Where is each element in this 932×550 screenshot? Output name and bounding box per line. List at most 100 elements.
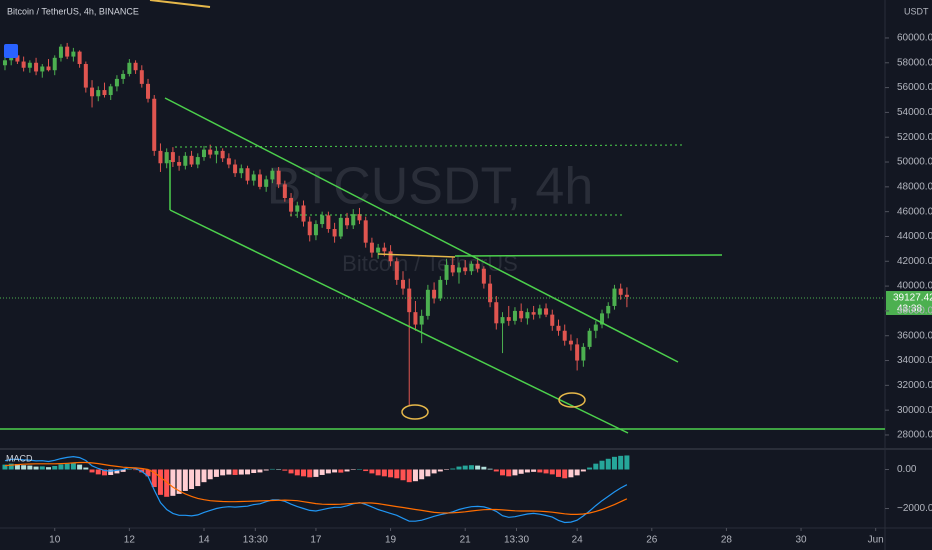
candle-body bbox=[512, 310, 517, 321]
x-tick-label: 26 bbox=[646, 535, 658, 546]
candle-body bbox=[226, 158, 231, 165]
histogram-bar bbox=[437, 469, 443, 472]
x-tick-label: 19 bbox=[385, 535, 397, 546]
x-tick-label: 13:30 bbox=[504, 535, 529, 546]
y-tick-label: 54000.00 bbox=[897, 107, 932, 118]
candle-body bbox=[127, 62, 132, 74]
histogram-bar bbox=[263, 469, 269, 471]
candle-body bbox=[114, 78, 119, 87]
candle-body bbox=[544, 308, 549, 315]
histogram-bar bbox=[151, 469, 157, 488]
candle-body bbox=[525, 312, 530, 319]
histogram-bar bbox=[307, 469, 313, 478]
candle-body bbox=[338, 217, 343, 237]
histogram-bar bbox=[611, 456, 617, 470]
histogram-bar bbox=[114, 469, 120, 474]
price-label-box bbox=[886, 291, 932, 315]
histogram-bar bbox=[419, 469, 425, 480]
candle-body bbox=[295, 205, 300, 212]
candle-body bbox=[624, 294, 629, 297]
histogram-bar bbox=[375, 469, 381, 476]
y-tick-label: 58000.00 bbox=[897, 57, 932, 68]
histogram-bar bbox=[562, 469, 568, 479]
candle-body bbox=[432, 289, 437, 299]
candle-body bbox=[83, 64, 88, 88]
candle-body bbox=[183, 155, 188, 166]
histogram-bar bbox=[605, 458, 611, 470]
candle-body bbox=[394, 261, 399, 280]
candle-body bbox=[488, 283, 493, 303]
x-tick-label: 10 bbox=[49, 535, 61, 546]
histogram-bar bbox=[412, 469, 418, 482]
histogram-bar bbox=[338, 469, 344, 473]
candle-body bbox=[475, 263, 480, 269]
candle-body bbox=[593, 324, 598, 331]
candle-body bbox=[494, 302, 499, 324]
histogram-bar bbox=[101, 469, 107, 476]
histogram-bar bbox=[599, 460, 605, 470]
histogram-bar bbox=[70, 463, 76, 470]
histogram-bar bbox=[506, 469, 512, 477]
histogram-bar bbox=[487, 468, 493, 470]
candle-body bbox=[444, 265, 449, 280]
marks bbox=[2, 42, 630, 524]
candle-body bbox=[450, 265, 455, 273]
histogram-bar bbox=[394, 469, 400, 479]
candle-body bbox=[46, 66, 51, 71]
candle-body bbox=[556, 325, 561, 331]
candle-body bbox=[332, 229, 337, 237]
histogram-bar bbox=[189, 469, 195, 489]
candle-body bbox=[345, 217, 350, 226]
candle-body bbox=[158, 150, 163, 164]
histogram-bar bbox=[543, 469, 549, 474]
candle-body bbox=[102, 90, 107, 96]
histogram-bar bbox=[39, 466, 45, 470]
candle-body bbox=[531, 312, 536, 315]
candle-body bbox=[562, 330, 567, 341]
histogram-bar bbox=[568, 469, 574, 478]
y-tick-label: 48000.00 bbox=[897, 181, 932, 192]
last-price-label: 39127.42 bbox=[893, 293, 932, 304]
candle-body bbox=[606, 305, 611, 314]
histogram-bar bbox=[518, 469, 524, 474]
histogram-bar bbox=[456, 466, 462, 470]
candle-body bbox=[34, 62, 39, 72]
histogram-bar bbox=[512, 469, 518, 476]
histogram-bar bbox=[276, 469, 282, 470]
candle-body bbox=[139, 70, 144, 84]
signal-line bbox=[4, 461, 628, 515]
candle-body bbox=[71, 51, 76, 57]
histogram-bar bbox=[232, 469, 238, 475]
histogram-bar bbox=[58, 464, 64, 470]
histogram-bar bbox=[319, 469, 325, 475]
candle-body bbox=[189, 155, 194, 165]
x-tick-label: 28 bbox=[721, 535, 733, 546]
candle-body bbox=[351, 214, 356, 226]
histogram-bar bbox=[27, 465, 33, 470]
y-tick-label: 32000.00 bbox=[897, 380, 932, 391]
histogram-bar bbox=[133, 469, 139, 471]
histogram-bar bbox=[493, 469, 499, 472]
x-tick-label: 17 bbox=[310, 535, 322, 546]
candle-body bbox=[276, 170, 281, 185]
x-tick-label: 24 bbox=[572, 535, 584, 546]
histogram-bar bbox=[475, 465, 481, 470]
candle-body bbox=[407, 288, 412, 313]
histogram-bar bbox=[468, 465, 474, 470]
histogram-bar bbox=[64, 463, 70, 470]
histogram-bar bbox=[8, 463, 14, 470]
candle-body bbox=[500, 317, 505, 324]
histogram-bar bbox=[406, 469, 412, 483]
histogram-bar bbox=[269, 468, 275, 470]
candle-body bbox=[382, 247, 387, 252]
histogram-bar bbox=[33, 466, 39, 470]
candle-body bbox=[133, 62, 138, 71]
histogram-bar bbox=[618, 455, 624, 470]
histogram-bar bbox=[356, 469, 362, 470]
histogram-bar bbox=[587, 467, 593, 470]
candle-body bbox=[58, 46, 63, 58]
candle-body bbox=[201, 149, 206, 158]
histogram-bar bbox=[400, 469, 406, 481]
candle-body bbox=[425, 289, 430, 316]
